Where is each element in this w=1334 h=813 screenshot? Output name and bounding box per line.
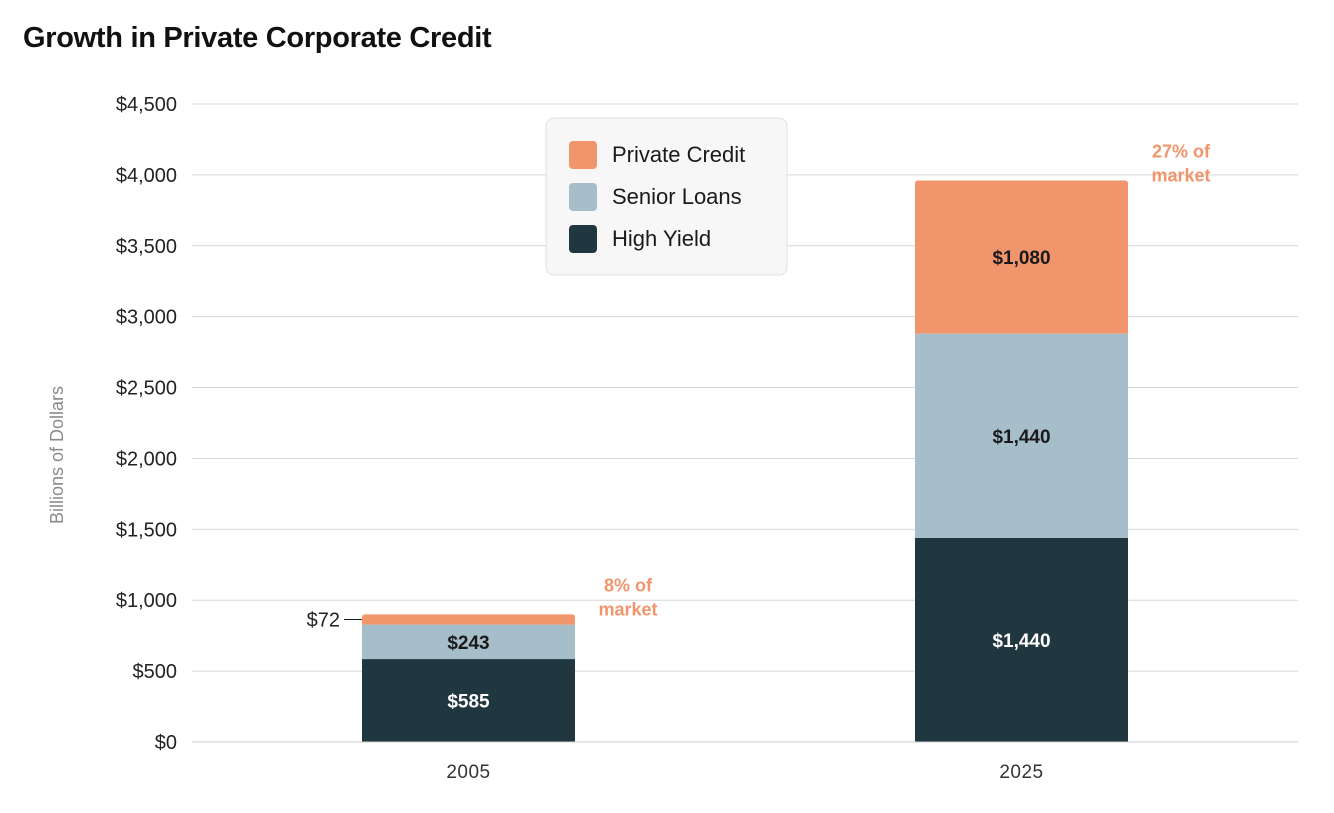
x-tick-label: 2005 <box>446 762 490 783</box>
bar-segment <box>915 333 1128 538</box>
y-tick-label: $1,500 <box>116 519 177 541</box>
share-annotation: 8% of <box>604 575 653 595</box>
y-tick-label: $2,000 <box>116 448 177 470</box>
data-label: $243 <box>447 633 489 654</box>
chart-title: Growth in Private Corporate Credit <box>23 22 492 54</box>
data-label: $1,440 <box>992 427 1050 448</box>
data-label: $72 <box>307 610 340 632</box>
y-tick-label: $4,500 <box>116 94 177 116</box>
annotations: 8% of market 27% of market <box>598 142 1211 620</box>
bar-segment <box>362 659 575 742</box>
y-tick-label: $3,000 <box>116 307 177 329</box>
y-tick-label: $2,500 <box>116 378 177 400</box>
y-tick-label: $0 <box>155 732 177 754</box>
legend-swatch <box>569 141 597 169</box>
bar-segment <box>915 537 1128 742</box>
legend-label: Private Credit <box>612 142 745 167</box>
x-axis: 2005 2025 <box>192 741 1298 783</box>
data-label: $1,080 <box>992 248 1050 269</box>
share-annotation: market <box>598 599 657 619</box>
share-annotation: 27% of <box>1152 142 1211 162</box>
legend: Private Credit Senior Loans High Yield <box>545 117 788 276</box>
bars: $585 $243 $72 $1,440 $1,440 $1,080 <box>307 180 1128 742</box>
y-tick-label: $4,000 <box>116 165 177 187</box>
legend-label: High Yield <box>612 226 711 251</box>
share-annotation: market <box>1151 166 1210 186</box>
bar-segment <box>915 180 1128 334</box>
y-axis: $0 $500 $1,000 $1,500 $2,000 $2,500 $3,000 $3,5… <box>116 94 177 754</box>
data-label: $585 <box>447 692 490 713</box>
bar-segment <box>362 624 575 660</box>
y-axis-label: Billions of Dollars <box>47 386 67 524</box>
y-tick-label: $3,500 <box>116 236 177 258</box>
legend-swatch <box>569 225 597 253</box>
legend-swatch <box>569 183 597 211</box>
y-tick-label: $500 <box>133 661 178 683</box>
x-tick-label: 2025 <box>999 762 1043 783</box>
legend-box <box>545 117 788 276</box>
y-tick-label: $1,000 <box>116 590 177 612</box>
data-label: $1,440 <box>992 631 1050 652</box>
legend-label: Senior Loans <box>612 184 742 209</box>
bar-segment <box>362 614 575 625</box>
